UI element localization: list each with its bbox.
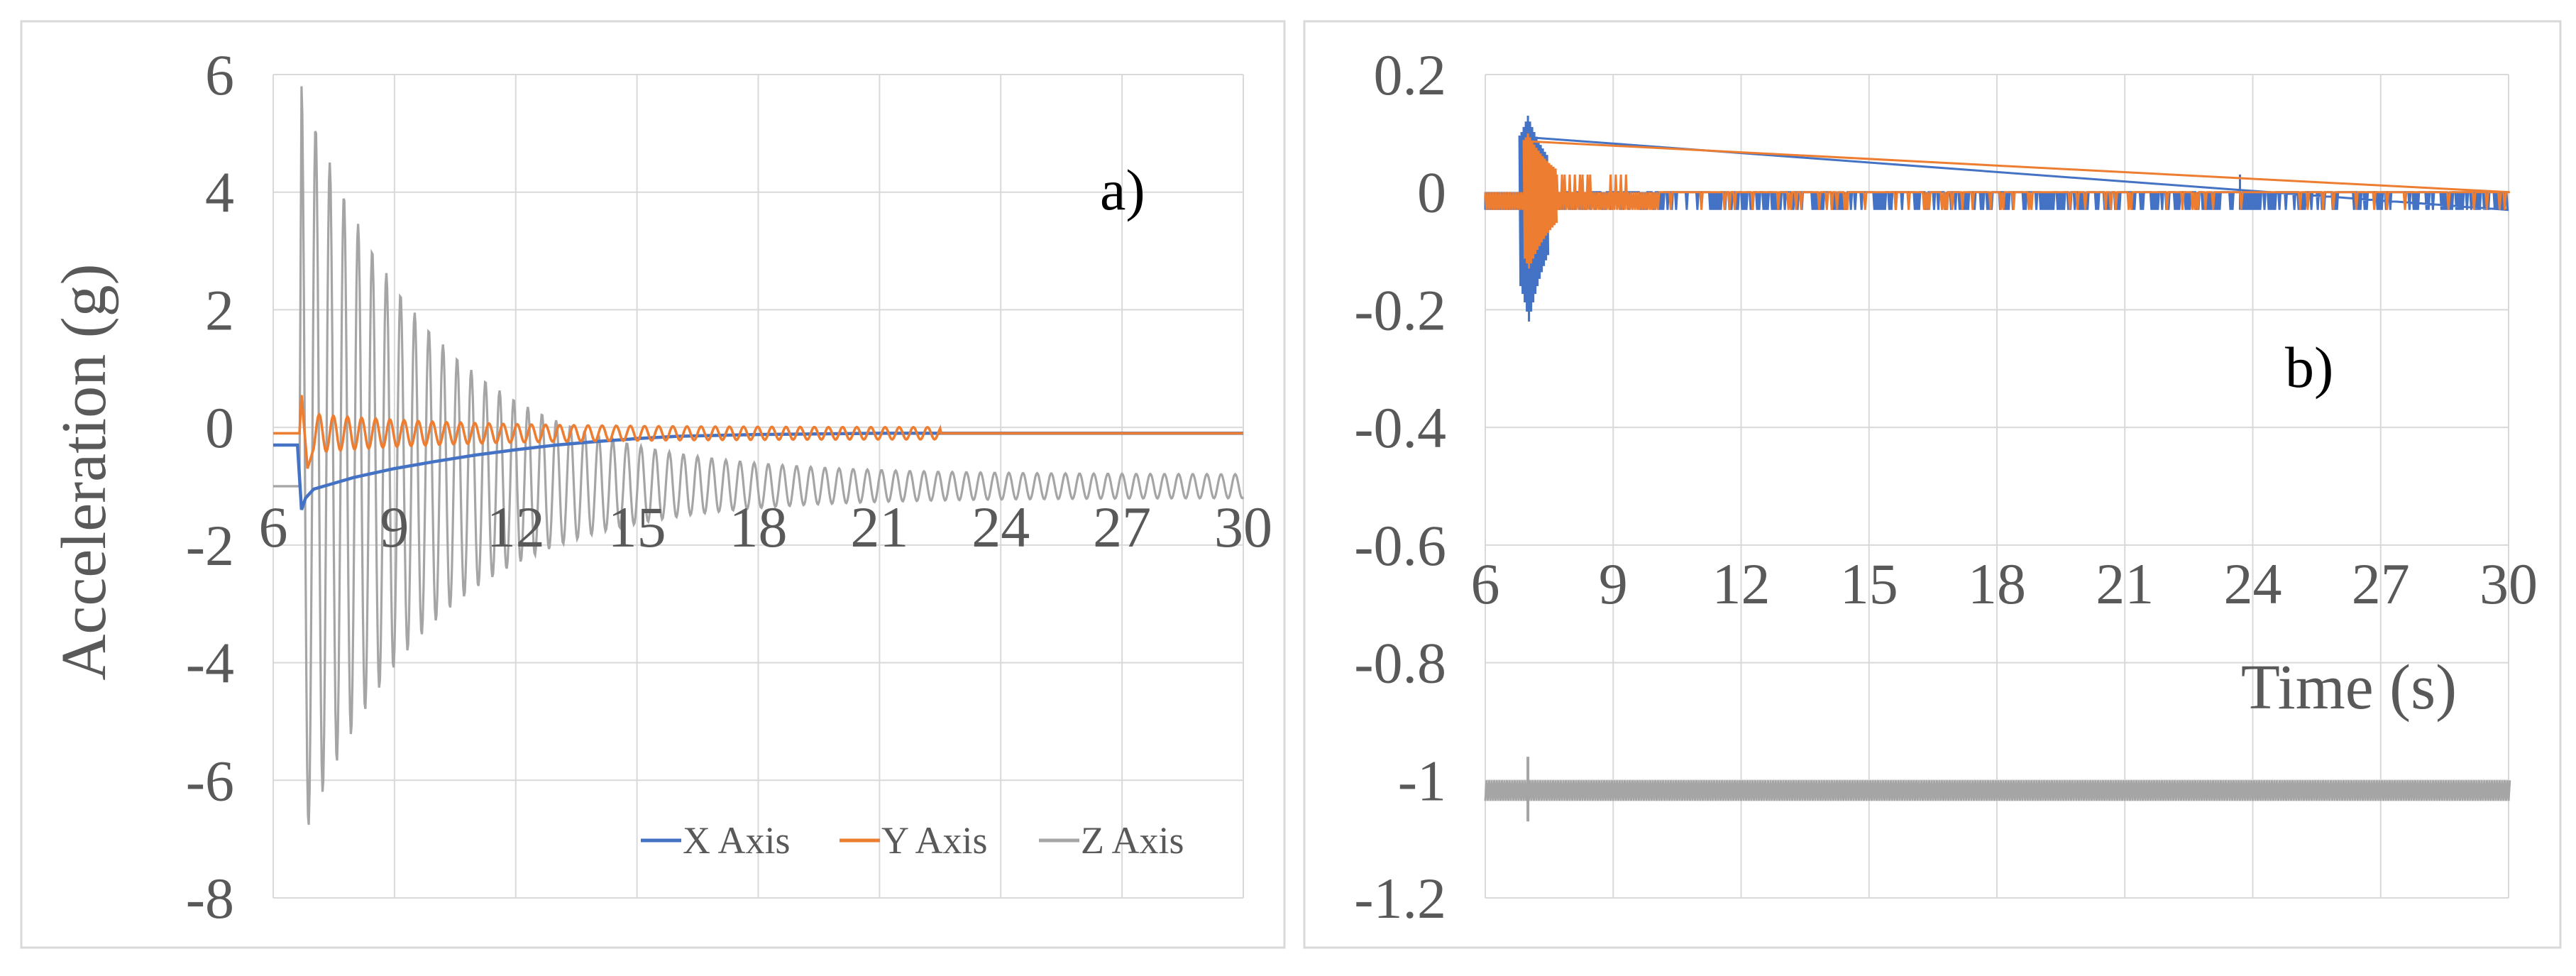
- chart-a-xtick-label: 27: [1093, 495, 1151, 559]
- chart-a-series: [273, 86, 1245, 825]
- chart-a-xtick-label: 21: [850, 495, 908, 559]
- chart-a-xtick-label: 6: [259, 495, 288, 559]
- chart-b-panel-label: b): [2285, 335, 2333, 400]
- chart-b-ytick-label: -1: [1398, 748, 1446, 813]
- chart-a-xtick-label: 24: [971, 495, 1030, 559]
- chart-a-panel-label: a): [1100, 158, 1145, 222]
- chart-a-legend: X Axis Y Axis Z Axis: [641, 819, 1184, 862]
- chart-b-xtick-label: 30: [2479, 552, 2538, 616]
- chart-b-ytick-label: -0.6: [1354, 513, 1446, 578]
- chart-b-xtick-label: 18: [1968, 552, 2026, 616]
- chart-b-xtick-label: 9: [1599, 552, 1628, 616]
- chart-b-series: [1484, 115, 2511, 822]
- chart-b-ytick-label: -1.2: [1354, 866, 1446, 931]
- chart-b-ytick-label: 0: [1417, 160, 1446, 225]
- chart-a-ytick-label: 2: [205, 278, 234, 342]
- panel-b-frame: [1303, 20, 2562, 949]
- chart-a-ytick-label: 0: [205, 395, 234, 460]
- chart-a-xtick-label: 18: [730, 495, 788, 559]
- chart-b-xtick-label: 24: [2224, 552, 2282, 616]
- chart-a-ytick-label: -6: [186, 748, 234, 813]
- chart-b-xtick-label: 15: [1840, 552, 1898, 616]
- chart-b-ytick-label: -0.4: [1354, 395, 1446, 460]
- chart-a-ytick-label: 6: [205, 43, 234, 107]
- chart-a-xtick-label: 12: [487, 495, 545, 559]
- chart-a-ytick-label: -2: [186, 513, 234, 578]
- legend-z-axis-label: Z Axis: [1081, 819, 1184, 862]
- chart-b-xtick-label: 21: [2096, 552, 2154, 616]
- series-y-axis-line: [273, 395, 1243, 469]
- series-z-axis-line: [1484, 780, 2511, 801]
- chart-b-xtick-label: 6: [1471, 552, 1500, 616]
- chart-a-xtick-label: 15: [608, 495, 666, 559]
- legend-x-axis-label: X Axis: [683, 819, 791, 862]
- series-y-axis-line: [1484, 133, 2510, 269]
- chart-a-ticks: 6 4 2 0 -2 -4 -6 -8 6 9 12 15 18 21 24 27 30: [186, 43, 1272, 931]
- chart-b-xtick-label: 27: [2352, 552, 2410, 616]
- chart-a-ylabel: Acceleration (g): [49, 263, 119, 680]
- chart-a-ytick-label: -4: [186, 631, 234, 696]
- chart-b-xlabel: Time (s): [2241, 652, 2457, 723]
- chart-a-ytick-label: -8: [186, 866, 234, 931]
- chart-b-ytick-label: -0.8: [1354, 631, 1446, 696]
- chart-a-ytick-label: 4: [205, 160, 234, 225]
- chart-b-ytick-label: -0.2: [1354, 278, 1446, 342]
- chart-b-ticks: 0.2 0 -0.2 -0.4 -0.6 -0.8 -1 -1.2 6 9 12 15 18 21 24 27…: [1354, 43, 2538, 931]
- chart-a-xtick-label: 9: [380, 495, 409, 559]
- chart-b: 0.2 0 -0.2 -0.4 -0.6 -0.8 -1 -1.2 6 9 12 15 18 21 24 27…: [1354, 43, 2538, 931]
- chart-b-ytick-label: 0.2: [1374, 43, 1447, 107]
- chart-a: 6 4 2 0 -2 -4 -6 -8 6 9 12 15 18 21 24 27 30 Acceleratio…: [49, 43, 1272, 931]
- legend-y-axis-label: Y Axis: [881, 819, 988, 862]
- chart-b-xtick-label: 12: [1712, 552, 1771, 616]
- series-z-axis-line: [273, 86, 1245, 825]
- chart-a-xtick-label: 30: [1214, 495, 1272, 559]
